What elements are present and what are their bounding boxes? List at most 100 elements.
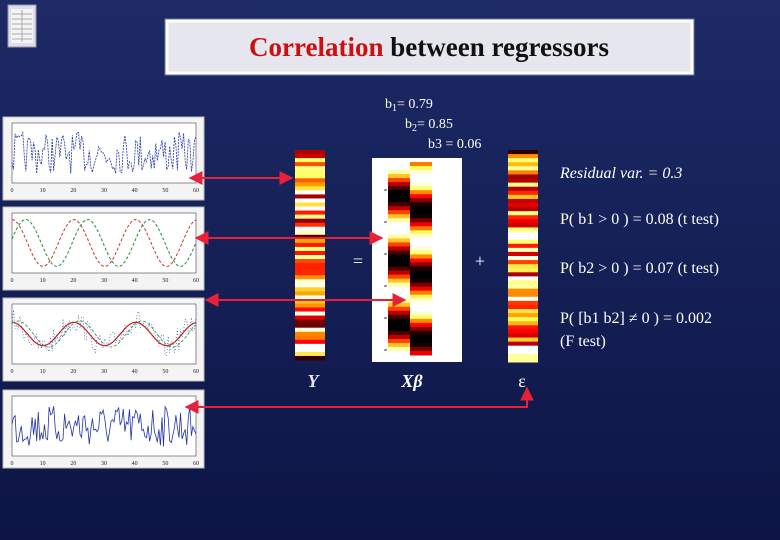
- heatmap-cell: [410, 290, 432, 296]
- heatmap-cell: [388, 226, 410, 231]
- heatmap-cell: [410, 218, 432, 223]
- p-f-note: (F test): [560, 333, 606, 350]
- heatmap-cell: [295, 242, 325, 248]
- heatmap-cell: [508, 317, 538, 322]
- heatmap-cell: [508, 154, 538, 159]
- eps-label: ε: [518, 371, 526, 391]
- heatmap-column: [410, 162, 432, 356]
- heatmap-cell: [388, 238, 410, 243]
- heatmap-cell: [388, 162, 410, 167]
- heatmap-cell: [410, 230, 432, 235]
- heatmap-cell: [388, 214, 410, 219]
- heatmap-cell: [410, 206, 432, 211]
- heatmap-column: [508, 150, 538, 363]
- heatmap-cell: [388, 186, 410, 191]
- heatmap-cell: [508, 292, 538, 298]
- heatmap-cell: [388, 250, 410, 255]
- heatmap-cell: [388, 262, 410, 268]
- heatmap-cell: [295, 158, 325, 163]
- heatmap-cell: [508, 268, 538, 273]
- heatmap-cell: [410, 202, 432, 207]
- heatmap-cell: [388, 314, 410, 320]
- heatmap-cell: [410, 234, 432, 239]
- heatmap-cell: [295, 210, 325, 216]
- plot-tick-label: 20: [70, 461, 76, 467]
- title: Correlation between regressors: [249, 32, 609, 62]
- heatmap-cell: [295, 178, 325, 183]
- heatmap-cell: [410, 294, 432, 300]
- plot-tick-label: 60: [193, 188, 199, 194]
- heatmap-cell: [388, 290, 410, 296]
- p-b2: P( b2 > 0 ) = 0.07 (t test): [560, 260, 719, 277]
- heatmap-column: [388, 162, 410, 356]
- heatmap-cell: [508, 264, 538, 269]
- heatmap-cell: [508, 333, 538, 339]
- heatmap-cell: [410, 318, 432, 324]
- heatmap-cell: [388, 178, 410, 183]
- heatmap-cell: [508, 329, 538, 334]
- heatmap-cell: [295, 347, 325, 353]
- heatmap-cell: [508, 337, 538, 343]
- heatmap-cell: [508, 223, 538, 228]
- plot-tick-label: 40: [132, 369, 138, 375]
- heatmap-cell: [508, 284, 538, 290]
- equation: Y = Xβ + ε: [308, 251, 527, 391]
- heatmap-cell: [508, 260, 538, 265]
- heatmap-cell: [388, 330, 410, 336]
- heatmap-cell: [508, 313, 538, 318]
- heatmap-cell: [508, 170, 538, 175]
- heatmap-cell: [295, 339, 325, 345]
- heatmap-cell: [508, 198, 538, 204]
- plot-tick-label: 50: [162, 461, 168, 467]
- heatmap-cell: [295, 202, 325, 208]
- fit: [11, 321, 197, 347]
- heatmap-cell: [410, 258, 432, 264]
- heatmap-cell: [295, 222, 325, 228]
- heatmap-cell: [295, 259, 325, 264]
- heatmap-cell: [410, 170, 432, 175]
- xb-label: Xβ: [400, 371, 423, 391]
- heatmap-cell: [410, 182, 432, 187]
- heatmap-cell: [295, 255, 325, 260]
- heatmap-cell: [508, 231, 538, 237]
- heatmap-cell: [410, 242, 432, 247]
- plot-tick-label: 30: [101, 461, 107, 467]
- heatmap-cell: [410, 286, 432, 292]
- plot-tick-label: 0: [11, 188, 14, 194]
- heatmap-cell: [388, 310, 410, 316]
- heatmap-cell: [508, 150, 538, 155]
- heatmap-cell: [410, 282, 432, 288]
- betas: b1= 0.79 b2= 0.85 b3 = 0.06: [385, 97, 481, 152]
- heatmap-cell: [410, 334, 432, 340]
- heatmap-cell: [508, 227, 538, 233]
- heatmap-cell: [295, 267, 325, 272]
- plot-tick-label: 10: [40, 461, 46, 467]
- heatmap-cell: [410, 178, 432, 183]
- heatmap-cell: [388, 242, 410, 247]
- heatmap-cell: [295, 194, 325, 199]
- heatmap-cell: [388, 230, 410, 235]
- heatmap-cell: [410, 254, 432, 259]
- heatmap-cell: [508, 345, 538, 351]
- signal-plot: 0 10 20 30 40 50 60: [2, 389, 205, 469]
- heatmap-cell: [388, 206, 410, 211]
- heatmap-cell: [508, 190, 538, 196]
- heatmap-cell: [295, 271, 325, 276]
- heatmap-cell: [410, 226, 432, 231]
- heatmap-cell: [508, 280, 538, 286]
- heatmap-cell: [295, 327, 325, 333]
- heatmap-cell: [295, 275, 325, 280]
- heatmap-cell: [508, 186, 538, 192]
- heatmap-cell: [295, 182, 325, 187]
- arrows: [184, 171, 534, 414]
- heatmap-cell: [295, 250, 325, 256]
- heatmap-cell: [410, 346, 432, 352]
- plot-tick-label: 20: [70, 188, 76, 194]
- heatmap-cell: [410, 326, 432, 332]
- plot-tick-label: 0: [11, 369, 14, 375]
- heatmap-cell: [295, 335, 325, 341]
- regressor: [11, 219, 197, 267]
- heatmap-cell: [295, 206, 325, 212]
- heatmap-cell: [508, 325, 538, 330]
